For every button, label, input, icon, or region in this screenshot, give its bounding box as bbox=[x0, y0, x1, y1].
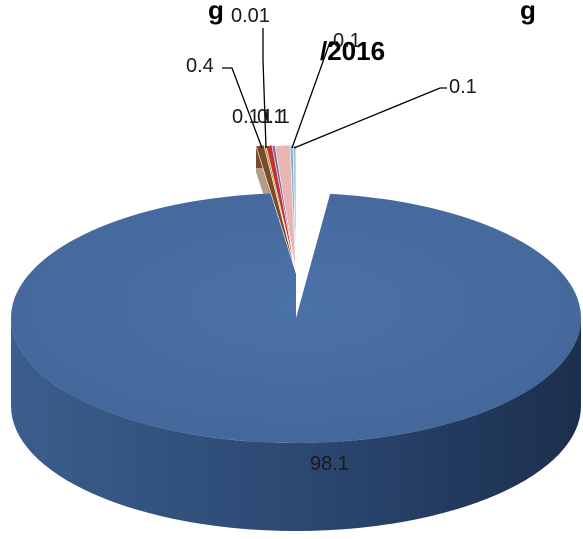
pie-slice-main bbox=[10, 192, 581, 443]
data-label: 0.1 bbox=[257, 106, 285, 128]
title-fragment-left: g bbox=[208, 0, 224, 25]
data-label: 0.1 bbox=[232, 106, 260, 128]
leader-line bbox=[262, 28, 267, 149]
title-fragment-right: g bbox=[520, 0, 536, 25]
leader-lines bbox=[222, 28, 447, 149]
data-label: 0.1 bbox=[333, 30, 361, 52]
data-label: 0.4 bbox=[186, 55, 214, 77]
pie-slices bbox=[10, 144, 581, 443]
leader-line bbox=[291, 41, 338, 149]
pie-side-main bbox=[11, 318, 581, 531]
data-labels: 98.10.40.010.10.11.10.10.1 bbox=[186, 5, 477, 475]
data-label: 0.01 bbox=[231, 5, 270, 27]
leader-line bbox=[293, 87, 447, 149]
data-label: 98.1 bbox=[310, 453, 349, 475]
leader-line bbox=[222, 67, 263, 149]
chart-title: g g /2016 bbox=[208, 0, 536, 66]
pie-slice-small bbox=[292, 144, 297, 274]
data-label: 1.1 bbox=[262, 106, 290, 128]
title-year: /2016 bbox=[320, 36, 385, 66]
data-label: 0.1 bbox=[449, 76, 477, 98]
